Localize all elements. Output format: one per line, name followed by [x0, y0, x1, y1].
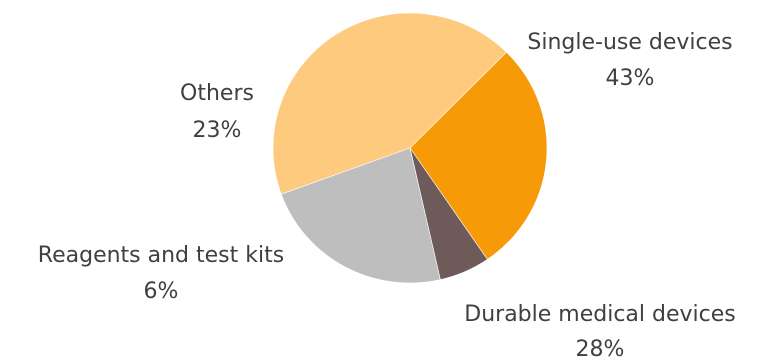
slice-single-use-devices: [272, 12, 507, 195]
slice-others: [280, 147, 441, 284]
label-durable-medical-devices: Durable medical devices: [464, 302, 735, 327]
value-others: 23%: [193, 118, 242, 143]
value-durable-medical-devices: 28%: [576, 337, 625, 362]
slice-labels: Single-use devices 43% Durable medical d…: [38, 30, 736, 362]
label-reagents-and-test-kits: Reagents and test kits: [38, 243, 284, 268]
value-single-use-devices: 43%: [606, 66, 655, 91]
slice-durable-medical-devices: [409, 51, 548, 260]
pie-slices: [272, 12, 548, 284]
label-others: Others: [180, 81, 254, 106]
label-single-use-devices: Single-use devices: [527, 30, 732, 55]
value-reagents-and-test-kits: 6%: [144, 279, 179, 304]
